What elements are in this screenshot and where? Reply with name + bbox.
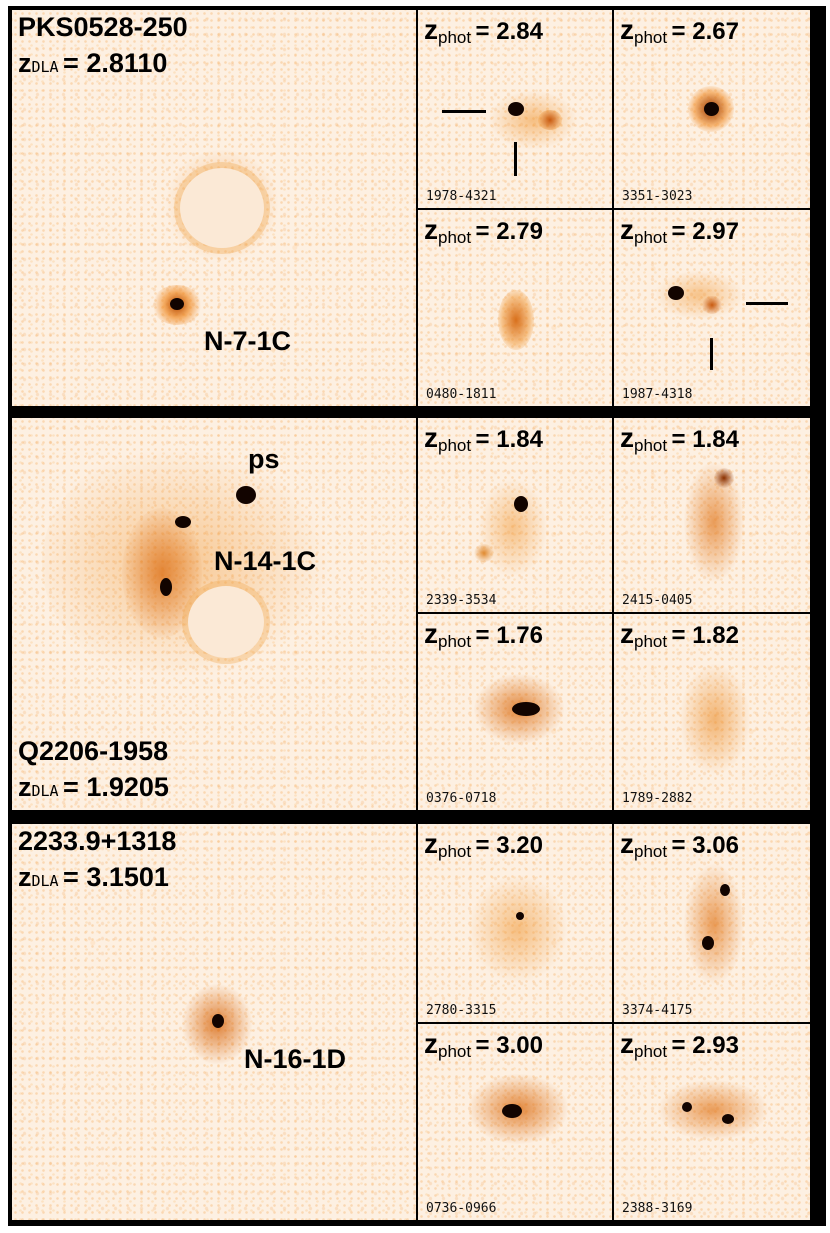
thumb-panel: zphot = 2.67 3351-3023 [614,10,810,208]
field-title: Q2206-1958 [18,736,169,766]
thumb-panel: zphot = 3.00 0736-0966 [418,1024,612,1220]
object-id: 3374-4175 [622,1003,693,1018]
thumb-panel: zphot = 3.06 3374-4175 [614,824,810,1022]
object-id: 2780-3315 [426,1003,497,1018]
z-phot-label: zphot = 1.82 [620,618,739,651]
object-id: 1978-4321 [426,189,497,204]
quasar-mask [188,586,264,658]
main-panel-pks0528: PKS0528-250 zDLA = 2.8110 N-7-1C [12,10,416,406]
thumb-panel: zphot = 1.84 2415-0405 [614,418,810,612]
z-phot-label: zphot = 1.84 [424,422,543,455]
z-dla-label: zDLA = 3.1501 [18,862,169,892]
quasar-mask [180,168,264,248]
thumb-panel: zphot = 1.76 0376-0718 [418,614,612,810]
object-id: 2388-3169 [622,1201,693,1216]
object-id: 0480-1811 [426,387,497,402]
z-phot-label: zphot = 3.00 [424,1028,543,1061]
object-id: 1789-2882 [622,791,693,806]
field-title: 2233.9+1318 [18,826,177,856]
main-panel-2233: 2233.9+1318 zDLA = 3.1501 N-16-1D [12,824,416,1220]
thumb-panel: zphot = 2.79 0480-1811 [418,210,612,406]
object-id: 3351-3023 [622,189,693,204]
candidate-label: N-16-1D [244,1044,347,1074]
z-phot-label: zphot = 3.06 [620,828,739,861]
object-id: 2339-3534 [426,593,497,608]
candidate-label: N-7-1C [204,326,292,356]
candidate-label: N-14-1C [214,546,317,576]
z-dla-label: zDLA = 2.8110 [18,48,168,78]
z-dla-label: zDLA = 1.9205 [18,772,169,802]
z-phot-label: zphot = 2.84 [424,14,543,47]
z-phot-label: zphot = 1.76 [424,618,543,651]
thumb-panel: zphot = 2.93 2388-3169 [614,1024,810,1220]
z-phot-label: zphot = 2.79 [424,214,543,247]
object-id: 2415-0405 [622,593,693,608]
z-phot-label: zphot = 1.84 [620,422,739,455]
z-phot-label: zphot = 2.67 [620,14,739,47]
z-phot-label: zphot = 2.93 [620,1028,739,1061]
thumb-panel: zphot = 2.97 1987-4318 [614,210,810,406]
ps-label: ps [248,444,280,474]
object-id: 0376-0718 [426,791,497,806]
thumb-panel: zphot = 1.84 2339-3534 [418,418,612,612]
thumb-panel: zphot = 1.82 1789-2882 [614,614,810,810]
main-panel-q2206: ps N-14-1C Q2206-1958 zDLA = 1.9205 [12,418,416,810]
z-phot-label: zphot = 2.97 [620,214,739,247]
z-phot-label: zphot = 3.20 [424,828,543,861]
object-id: 1987-4318 [622,387,693,402]
object-id: 0736-0966 [426,1201,497,1216]
thumb-panel: zphot = 3.20 2780-3315 [418,824,612,1022]
point-source [236,486,256,504]
thumb-panel: zphot = 2.84 1978-4321 [418,10,612,208]
field-title: PKS0528-250 [18,12,188,42]
